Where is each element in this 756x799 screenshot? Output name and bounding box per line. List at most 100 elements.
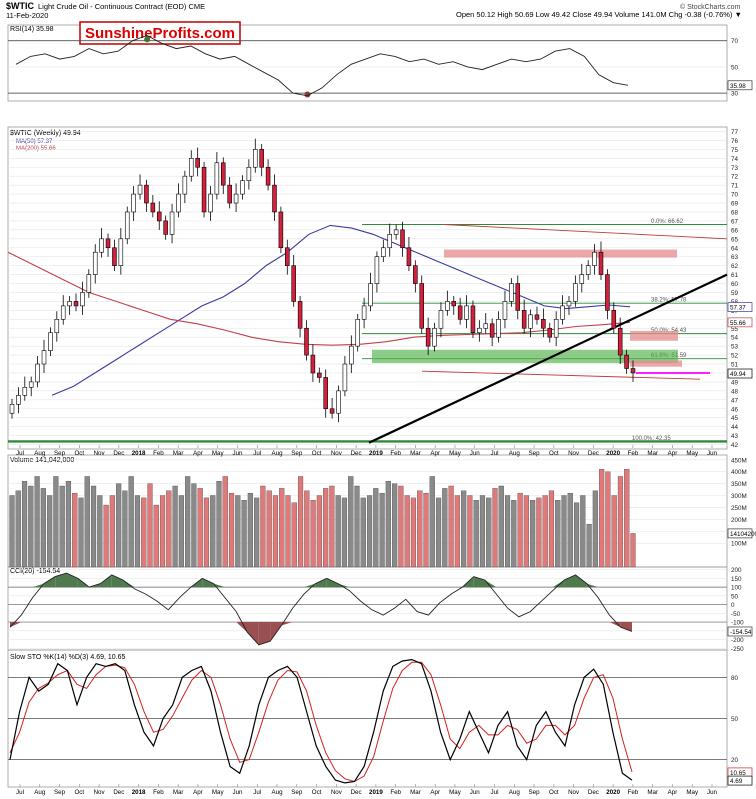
x-tick-label: Mar [647,789,658,796]
rsi-tick-label: 70 [731,38,739,45]
volume-bar [366,495,373,568]
volume-bar [59,485,65,568]
candle-body [150,202,156,213]
x-tick-label: Sep [529,789,541,796]
volume-tick-label: 350M [731,481,747,488]
candle-body [67,301,72,307]
x-tick-label: Dec [588,450,599,457]
volume-bar [561,495,567,568]
volume-bar [454,495,460,568]
cci-positive-fill [213,583,225,588]
volume-bar [34,476,40,568]
volume-bar [348,476,354,568]
price-panel: 4243444546474849505152535455565758596061… [7,129,753,449]
price-tick-label: 51 [731,362,739,369]
candle-body [99,238,104,253]
volume-bar [109,495,115,568]
sto-d-line [9,661,633,783]
ma50-legend: MA(50) 57.37 [16,139,53,145]
price-tick-label: 49 [731,379,739,386]
cci-negative-fill [270,622,282,642]
x-tick-label: Nov [94,450,106,457]
x-tick-label: 2018 [132,789,146,796]
candle-body [573,283,578,302]
candle-body [188,158,194,177]
volume-bar [65,481,72,568]
price-tick-label: 54 [731,335,739,342]
x-tick-label: Jul [16,450,24,457]
x-tick-label: 2018 [132,450,146,457]
chart-date: 11-Feb-2020 [6,11,48,20]
price-tick-label: 71 [731,183,739,190]
volume-bar [341,497,348,568]
logo-text: SunshineProfits.com [85,25,235,42]
volume-bar [53,476,59,568]
cci-negative-fill [258,622,271,645]
cci-tick-label: 200 [731,567,742,574]
candle-body [86,274,92,293]
x-tick-label: Apr [668,450,678,457]
volume-bar [90,485,97,568]
candle-body [509,283,514,302]
volume-bar [260,485,266,568]
volume-bar [392,483,398,568]
candle-body [233,193,239,204]
volume-bar [84,476,90,568]
x-tick-label: Sep [291,789,303,796]
x-tick-label: Oct [312,450,322,457]
volume-bar [103,504,109,568]
price-tick-label: 72 [731,174,739,181]
x-tick-label: Nov [568,450,580,457]
candle-body [451,301,457,307]
volume-last-value: 141042000 [730,531,756,538]
volume-bar [178,495,184,568]
volume-bar [555,500,561,568]
volume-bar [536,497,542,568]
volume-bar [247,492,253,568]
x-tick-label: Jul [491,450,499,457]
cci-title: CCI(20) -154.54 [10,568,60,575]
x-tick-label: Mar [410,789,421,796]
x-tick-label: Jun [232,450,243,457]
x-tick-label: Mar [647,450,658,457]
x-tick-label: Apr [668,789,678,796]
volume-bar [423,492,429,568]
candle-body [496,319,501,338]
candle-body [361,305,367,320]
cci-positive-fill [326,578,338,588]
candle-body [259,149,264,168]
quote-line: Open 50.12 High 50.69 Low 49.42 Close 49… [456,10,742,19]
x-tick-label: 2019 [369,450,383,457]
price-tick-label: 52 [731,353,739,360]
candle-body [605,274,610,311]
cci-positive-fill [315,578,327,588]
x-tick-label: Feb [153,450,164,457]
resistance-zone-2 [630,330,678,341]
volume-bar [304,490,310,568]
volume-bar [511,500,517,568]
volume-bar [323,488,329,568]
fib-label-0: 0.0%: 66.62 [651,219,684,225]
volume-bar [442,488,448,568]
candle-body [528,314,533,329]
x-tick-label: Dec [588,789,599,796]
volume-bar [373,488,379,568]
price-tick-label: 43 [731,433,739,440]
volume-bar [542,495,548,568]
x-tick-label: Apr [193,450,203,457]
price-tick-label: 77 [731,129,739,136]
cci-positive-fill [66,573,78,588]
candle-body [195,158,200,168]
volume-bar [611,495,617,568]
volume-title: Volume 141,042,000 [10,457,74,464]
volume-bar [222,476,228,568]
x-tick-label: Jul [253,450,261,457]
x-tick-label: Jun [232,789,243,796]
volume-bar [486,497,492,568]
price-tick-label: 59 [731,290,739,297]
price-tick-label: 66 [731,227,739,234]
candle-body [413,265,418,284]
volume-bar [448,485,454,568]
cci-positive-fill [43,576,56,588]
volume-bar [617,476,624,568]
